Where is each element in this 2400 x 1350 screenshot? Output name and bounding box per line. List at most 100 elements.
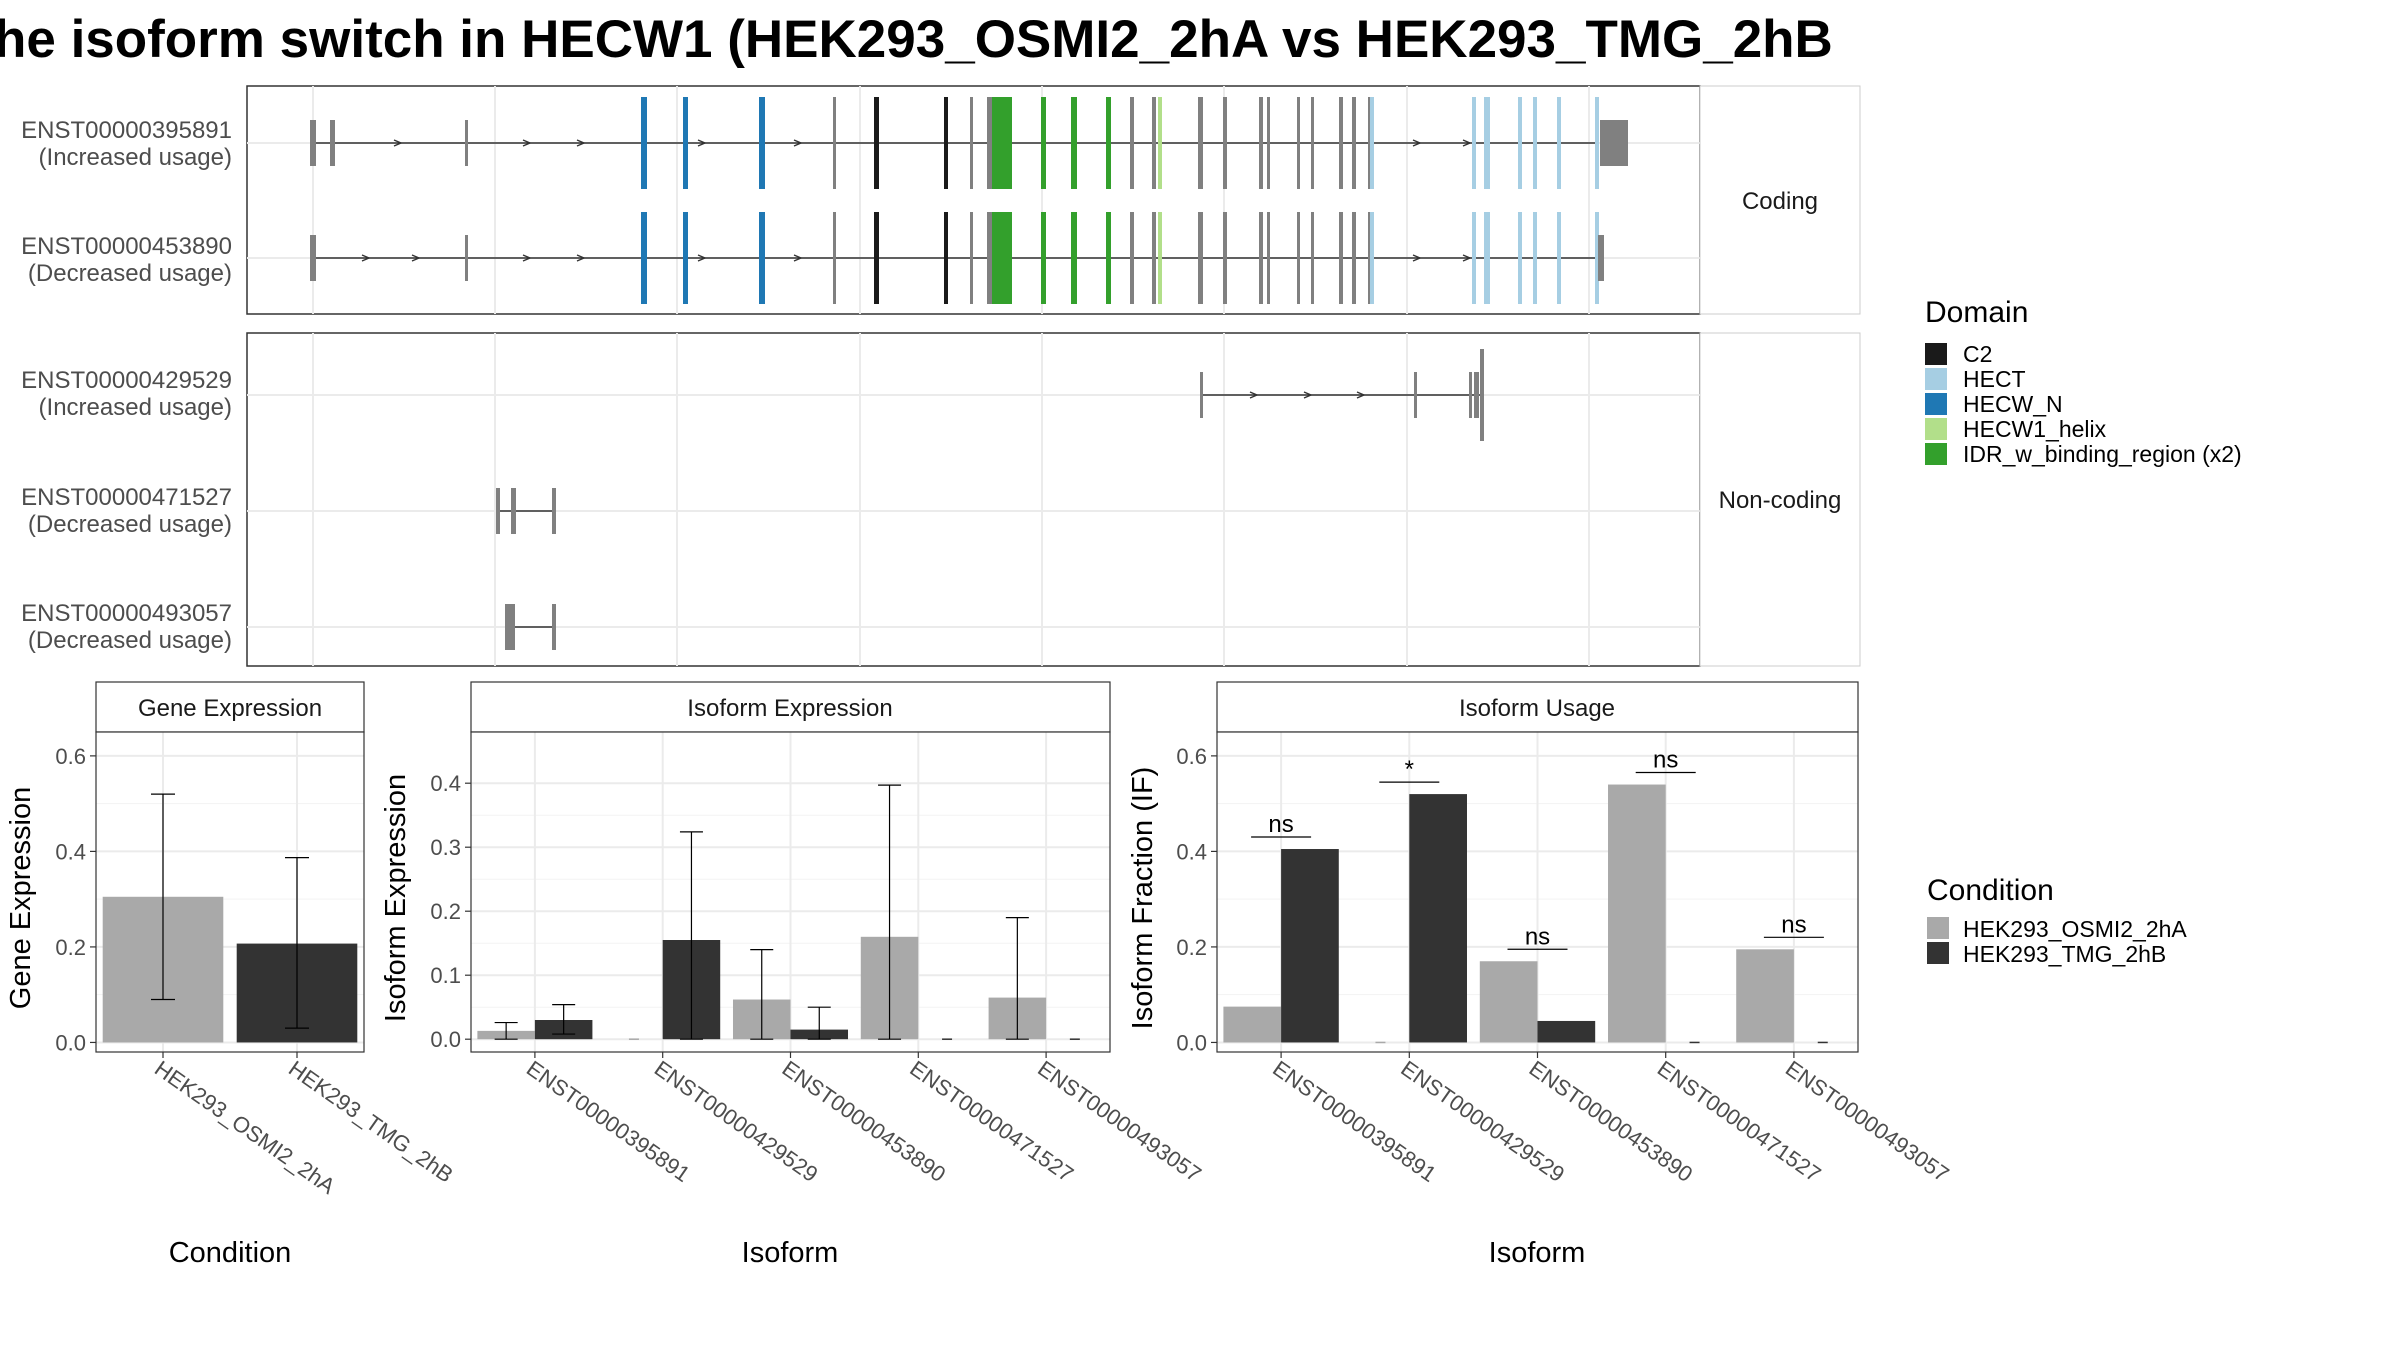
significance-label: ns: [1653, 747, 1678, 774]
exon: [1200, 372, 1203, 418]
y-axis-title: Gene Expression: [5, 787, 37, 1009]
exon: [1152, 97, 1156, 189]
exon: [1158, 212, 1162, 304]
strand-arrow: [793, 254, 803, 262]
exon: [1267, 212, 1270, 304]
strand-arrow: [1462, 254, 1472, 262]
exon: [759, 97, 765, 189]
exon: [1259, 212, 1263, 304]
exon: [833, 212, 836, 304]
noncoding-panel: Non-coding ENST00000429529 (Increased us…: [21, 332, 1861, 667]
exon: [1352, 97, 1356, 189]
exon: [1311, 97, 1314, 189]
strand-arrow: [1412, 139, 1422, 147]
transcript-usage-label: (Decreased usage): [28, 627, 232, 654]
y-tick-label: 0.2: [55, 935, 86, 960]
transcript-usage-label: (Increased usage): [39, 144, 232, 171]
isoform-usage-chart: Isoform Usage 0.00.20.40.6nsENST00000395…: [1127, 681, 1954, 1269]
transcript-usage-label: (Increased usage): [39, 394, 232, 421]
exon: [1595, 97, 1599, 189]
exon: [1223, 212, 1227, 304]
x-axis-title: Isoform: [1489, 1237, 1586, 1269]
exon: [1598, 235, 1604, 281]
exon: [1595, 212, 1599, 304]
coding-transcript-tracks: [310, 97, 1628, 304]
exon: [1198, 97, 1203, 189]
exon: [1297, 212, 1300, 304]
exon: [1130, 97, 1134, 189]
exon: [552, 488, 556, 534]
exon: [1297, 97, 1300, 189]
bar: [1608, 784, 1666, 1043]
strand-arrow: [793, 139, 803, 147]
exon: [1339, 97, 1343, 189]
coding-strip-label: Coding: [1742, 188, 1818, 215]
legend-swatch: [1925, 343, 1947, 365]
strand-arrow: [576, 139, 586, 147]
x-axis-title: Condition: [169, 1237, 292, 1269]
coding-strip: [1699, 85, 1861, 315]
isoform-expression-chart: Isoform Expression 0.00.10.20.30.4ENST00…: [380, 681, 1206, 1269]
legend-label: HEK293_TMG_2hB: [1963, 941, 2166, 967]
strand-arrow: [1303, 391, 1313, 399]
significance-label: ns: [1781, 911, 1806, 938]
strand-arrow: [576, 254, 586, 262]
exon: [992, 97, 1012, 189]
exon: [505, 604, 515, 650]
exon: [1130, 212, 1134, 304]
exon: [1259, 97, 1263, 189]
transcript-label: ENST00000429529: [21, 367, 232, 394]
legend-swatch: [1925, 393, 1947, 415]
transcript-label: ENST00000395891: [21, 117, 232, 144]
bar: [1223, 1006, 1282, 1043]
transcript-usage-label: (Decreased usage): [28, 511, 232, 538]
y-tick-label: 0.4: [1176, 839, 1207, 864]
transcript-label: ENST00000493057: [21, 600, 232, 627]
exon: [552, 604, 556, 650]
y-tick-label: 0.2: [1176, 935, 1207, 960]
legend-label: HECT: [1963, 366, 2026, 392]
y-axis-title: Isoform Fraction (IF): [1127, 767, 1159, 1030]
exon: [1223, 97, 1227, 189]
plot-frame: [470, 731, 1111, 1053]
exon: [1557, 97, 1561, 189]
legend-swatch: [1925, 443, 1947, 465]
exon: [1472, 97, 1476, 189]
exon: [1041, 212, 1046, 304]
exon: [683, 97, 688, 189]
exon: [641, 97, 647, 189]
legend-label: HEK293_OSMI2_2hA: [1963, 916, 2187, 942]
exon: [1484, 212, 1490, 304]
exon: [1339, 212, 1343, 304]
y-tick-label: 0.6: [1176, 744, 1207, 769]
figure-title: he isoform switch in HECW1 (HEK293_OSMI2…: [0, 10, 1833, 69]
y-tick-label: 0.0: [1176, 1030, 1207, 1055]
domain-legend-title: Domain: [1925, 296, 2028, 329]
exon: [1071, 97, 1077, 189]
strand-arrow: [393, 139, 403, 147]
noncoding-transcript-tracks: [496, 349, 1484, 650]
exon: [330, 120, 335, 166]
y-tick-label: 0.4: [55, 839, 86, 864]
legend-swatch: [1925, 368, 1947, 390]
strand-arrow: [1356, 391, 1366, 399]
condition-legend-title: Condition: [1927, 874, 2054, 907]
exon: [759, 212, 765, 304]
legend-label: HECW_N: [1963, 391, 2063, 417]
y-tick-label: 0.1: [430, 963, 461, 988]
exon: [1370, 212, 1374, 304]
exon: [944, 97, 948, 189]
coding-panel-frame: [246, 85, 1701, 315]
exon: [874, 97, 879, 189]
exon: [1469, 372, 1472, 418]
chart-strip: [1216, 681, 1859, 733]
condition-legend: Condition HEK293_OSMI2_2hA HEK293_TMG_2h…: [1927, 874, 2187, 967]
exon: [833, 97, 836, 189]
exon: [970, 212, 973, 304]
bar: [1409, 794, 1467, 1043]
exon: [1600, 120, 1628, 166]
exon: [310, 120, 316, 166]
exon: [1352, 212, 1356, 304]
chart-title: Gene Expression: [138, 695, 322, 722]
legend-swatch: [1925, 418, 1947, 440]
